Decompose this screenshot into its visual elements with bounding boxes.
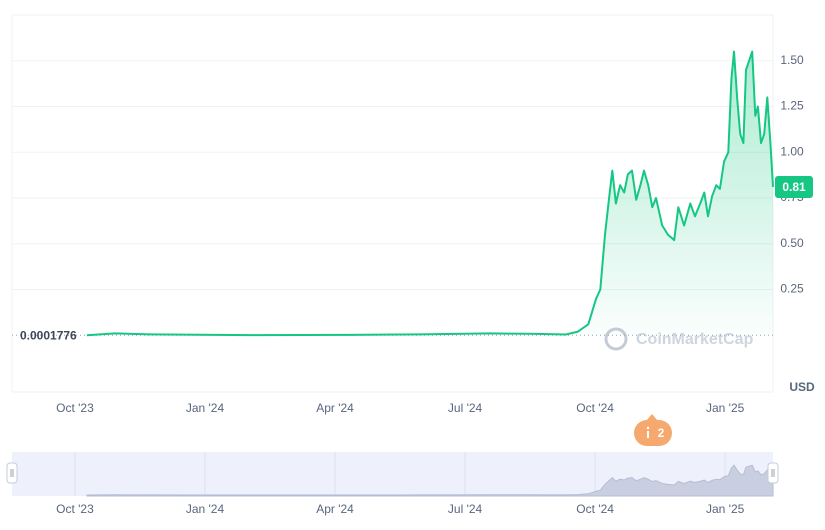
y-tick-label: 1.00	[780, 144, 804, 158]
event-badge[interactable]	[634, 420, 672, 446]
navigator-tick-label: Jul '24	[448, 502, 483, 516]
x-tick-label: Oct '24	[576, 401, 614, 415]
navigator-handle[interactable]	[6, 462, 18, 484]
navigator-tick-label: Oct '24	[576, 502, 614, 516]
navigator-tick-label: Jan '25	[706, 502, 745, 516]
navigator-handle[interactable]	[767, 462, 779, 484]
event-info-dot	[646, 426, 650, 430]
price-line	[86, 50, 774, 337]
y-tick-label: 1.50	[780, 53, 804, 67]
y-tick-label: 1.25	[780, 99, 804, 113]
x-tick-label: Jan '25	[706, 401, 745, 415]
navigator-tick-label: Jan '24	[186, 502, 225, 516]
x-tick-label: Jan '24	[186, 401, 225, 415]
current-price-tag	[775, 176, 813, 199]
event-count: 2	[658, 426, 665, 440]
navigator-tick-label: Oct '23	[56, 502, 94, 516]
navigator-area	[86, 464, 774, 497]
x-tick-label: Apr '24	[316, 401, 354, 415]
current-price-label: 0.81	[782, 180, 806, 194]
y-tick-label: 0.25	[780, 282, 804, 296]
start-price-label: 0.0001776	[20, 328, 77, 342]
x-tick-label: Jul '24	[448, 401, 483, 415]
navigator-tick-label: Apr '24	[316, 502, 354, 516]
price-area	[86, 51, 773, 336]
event-badge-pointer	[646, 414, 658, 421]
y-tick-label: 0.50	[780, 236, 804, 250]
y-unit: USD	[789, 380, 815, 394]
x-tick-label: Oct '23	[56, 401, 94, 415]
